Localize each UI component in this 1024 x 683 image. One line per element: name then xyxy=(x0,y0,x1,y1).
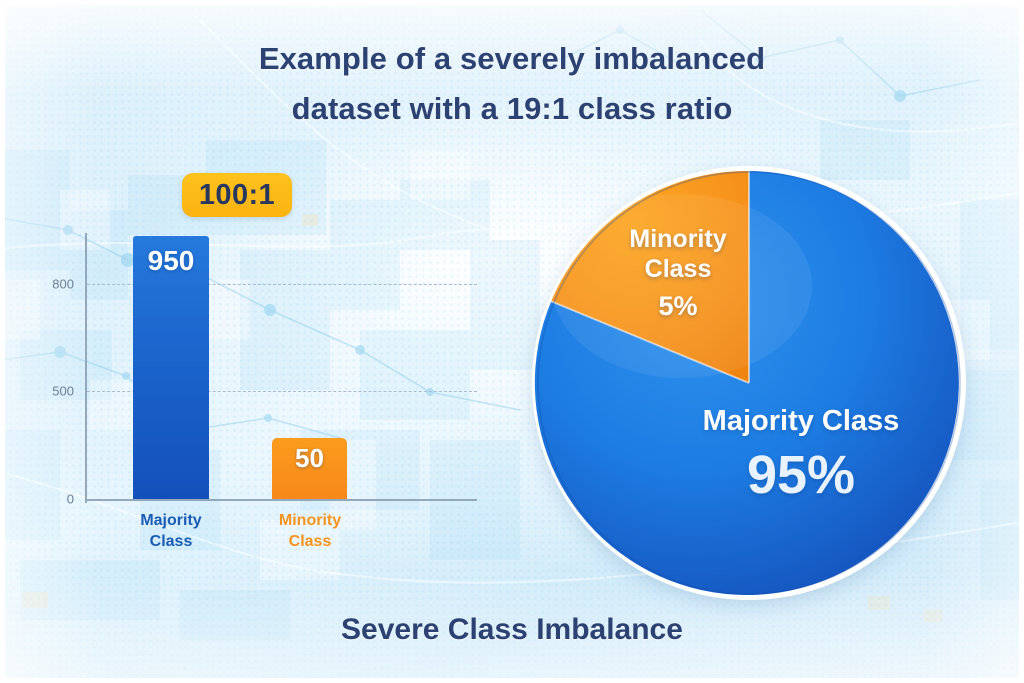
x-axis-label-majority-line-2: Class xyxy=(149,533,193,551)
bar-value-majority: 950 xyxy=(147,245,195,276)
ratio-badge-label: 100:1 xyxy=(198,178,276,211)
page-title-line-2: dataset with a 19:1 class ratio xyxy=(291,91,733,127)
y-axis-tick-800: 800 xyxy=(52,276,74,292)
bar-chart: 800 500 0 950 50 Majority Class Minority… xyxy=(36,228,477,558)
pie-slice-minority xyxy=(551,170,749,383)
pie-label-majority-text: Majority Class xyxy=(702,405,900,437)
page-title-line-1: Example of a severely imbalanced xyxy=(258,41,766,76)
x-axis-label-minority: Minority Class xyxy=(254,510,366,553)
pie-chart: Minority Class 5% Majority Class 95% xyxy=(520,154,975,609)
pie-gloss-highlight xyxy=(552,194,812,378)
pie-label-minority-line-2: Class xyxy=(644,255,712,283)
pie-label-majority: Majority Class 95% xyxy=(651,404,951,508)
pie-label-minority-line-1: Minority xyxy=(629,225,727,253)
x-axis-label-minority-line-2: Class xyxy=(288,533,332,551)
y-axis-line xyxy=(85,233,87,503)
x-axis-label-majority: Majority Class xyxy=(115,510,227,553)
y-axis-tick-500: 500 xyxy=(52,383,74,399)
ratio-badge: 100:1 xyxy=(182,173,292,217)
bar-majority-class: 950 xyxy=(133,236,209,499)
pie-edge-stroke xyxy=(537,171,961,595)
footer-caption: Severe Class Imbalance xyxy=(341,613,683,646)
bar-value-minority: 50 xyxy=(295,443,324,473)
pie-value-majority: 95% xyxy=(746,444,856,505)
x-axis-label-majority-line-1: Majority xyxy=(140,512,202,529)
gridline-500 xyxy=(87,391,477,392)
bar-minority-class: 50 xyxy=(272,438,347,499)
pie-slice-dividers xyxy=(550,171,750,384)
gridline-800 xyxy=(87,284,477,285)
x-axis-line xyxy=(85,499,477,501)
y-axis-tick-0: 0 xyxy=(66,491,74,507)
pie-value-minority: 5% xyxy=(658,291,698,321)
page-title: Example of a severely imbalanced dataset… xyxy=(0,34,1024,134)
pie-slices xyxy=(534,170,961,595)
pie-label-minority: Minority Class 5% xyxy=(594,224,762,322)
x-axis-label-minority-line-1: Minority xyxy=(278,512,342,529)
